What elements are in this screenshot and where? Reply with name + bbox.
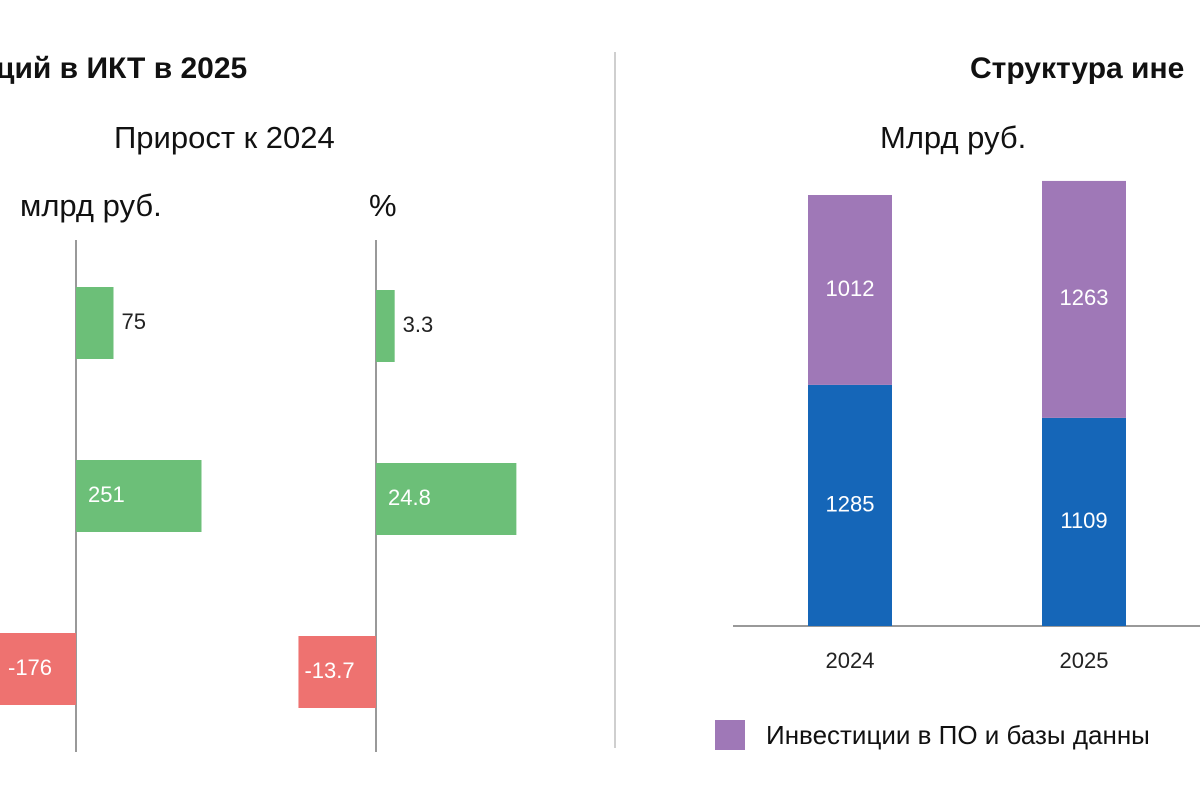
pct-bar-0 xyxy=(376,290,395,362)
stack-value-label-2025-seg-1: 1263 xyxy=(1060,285,1109,310)
legend-swatch-software xyxy=(715,720,745,750)
left-panel-title: ций в ИКТ в 2025 xyxy=(0,52,248,85)
pct-bar-label-2: -13.7 xyxy=(304,658,354,683)
legend-label-software: Инвестиции в ПО и базы данны xyxy=(766,720,1150,750)
pct-chart-title: % xyxy=(369,188,397,223)
stack-value-label-2024-seg-0: 1285 xyxy=(826,491,875,516)
panel-divider xyxy=(614,52,616,748)
stack-bar-2025-seg-1 xyxy=(1042,180,1126,418)
stack-value-label-2025-seg-0: 1109 xyxy=(1060,508,1107,533)
abs-chart-title: млрд руб. xyxy=(20,188,162,223)
stack-tick-label-2025: 2025 xyxy=(1060,648,1109,673)
stack-bar-2025-seg-0 xyxy=(1042,417,1126,626)
growth-subtitle: Прирост к 2024 xyxy=(114,120,335,155)
pct-bar-1 xyxy=(376,463,517,535)
units-subtitle: Млрд руб. xyxy=(880,120,1027,155)
abs-bar-label-1: 251 xyxy=(88,482,125,507)
pct-bar-label-0: 3.3 xyxy=(403,312,434,337)
stack-tick-label-2024: 2024 xyxy=(826,648,875,673)
right-panel-title: Структура ине xyxy=(970,52,1185,85)
abs-bar-label-0: 75 xyxy=(122,309,146,334)
abs-bar-0 xyxy=(76,287,114,359)
stack-value-label-2024-seg-1: 1012 xyxy=(826,276,875,301)
abs-bar-label-2: -176 xyxy=(8,655,52,680)
abs-bar-1 xyxy=(76,460,202,532)
pct-bar-label-1: 24.8 xyxy=(388,485,431,510)
pct-bar-2 xyxy=(298,636,376,708)
stack-bar-2024-seg-1 xyxy=(808,195,892,385)
stack-bar-2024-seg-0 xyxy=(808,384,892,626)
abs-bar-2 xyxy=(0,633,76,705)
